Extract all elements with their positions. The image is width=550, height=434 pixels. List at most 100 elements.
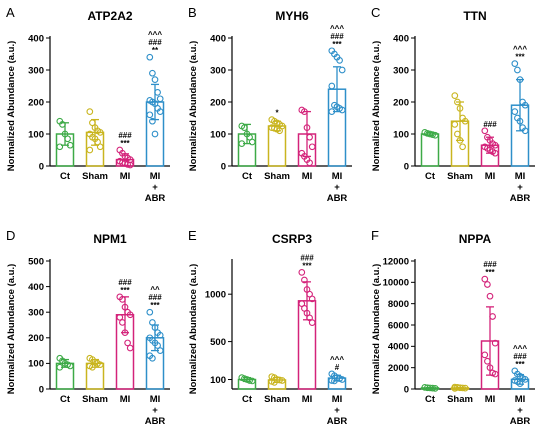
y-tick-label: 0 — [404, 384, 409, 395]
data-point — [301, 276, 308, 284]
data-point — [96, 361, 104, 369]
data-point — [89, 363, 96, 371]
data-point — [461, 117, 469, 125]
significance-label: ### — [118, 278, 132, 287]
data-point — [121, 329, 129, 337]
data-point — [116, 313, 124, 321]
x-tick-label: ABR — [327, 416, 348, 427]
data-point — [126, 344, 134, 352]
significance-label: ### — [148, 38, 162, 47]
y-tick-label: 12000 — [383, 256, 409, 267]
data-point — [486, 292, 494, 300]
panel-d: D NPM1 Normalized Abundance (a.u.) 0 100 200 3… — [6, 228, 170, 427]
data-point — [484, 357, 491, 365]
x-tick-label: + — [334, 405, 340, 416]
data-point — [491, 141, 499, 149]
data-point — [308, 295, 316, 303]
data-point — [96, 129, 104, 136]
x-tick-label: + — [517, 405, 523, 416]
x-tick-label: MI — [332, 394, 343, 405]
data-point — [241, 124, 248, 131]
significance-label: *** — [515, 360, 525, 369]
x-tick-label: MI — [120, 171, 131, 182]
data-point — [146, 111, 154, 119]
data-point — [149, 354, 156, 362]
data-point — [331, 377, 338, 385]
x-tick-label: ABR — [510, 416, 531, 427]
data-point — [146, 53, 154, 61]
significance-label: ^^^ — [148, 30, 162, 39]
significance-label: ** — [152, 46, 159, 55]
data-point — [121, 303, 129, 311]
data-point — [301, 108, 308, 115]
data-point — [308, 143, 316, 151]
data-point — [516, 380, 524, 388]
x-tick-label: MI — [150, 394, 161, 405]
y-tick-label: 100 — [210, 375, 226, 386]
data-point — [431, 131, 439, 139]
data-point — [276, 127, 283, 135]
panel-c: C TTN Normalized Abundance (a.u.) 0 100 200 30… — [371, 5, 535, 204]
y-tick-label: 2000 — [388, 363, 409, 374]
panel-letter: C — [371, 5, 380, 20]
y-axis-label: Normalized Abundance (a.u.) — [371, 41, 382, 172]
data-point — [126, 161, 134, 169]
x-tick-label: Sham — [82, 394, 108, 405]
x-tick-label: ABR — [327, 193, 348, 204]
y-tick-label: 100 — [210, 129, 226, 140]
bar — [420, 133, 440, 167]
significance-label: # — [335, 363, 340, 372]
x-tick-label: Sham — [264, 394, 290, 405]
data-point — [278, 377, 286, 384]
data-point — [328, 108, 336, 115]
data-point — [451, 121, 459, 128]
significance-label: *** — [515, 53, 525, 62]
significance-label: *** — [302, 261, 312, 270]
data-point — [66, 362, 74, 370]
data-point — [491, 339, 499, 347]
significance-label: ### — [300, 253, 314, 262]
data-point — [149, 319, 156, 326]
x-tick-label: MI — [150, 171, 161, 182]
data-point — [511, 60, 519, 67]
significance-label: ^^^ — [513, 45, 527, 54]
significance-label: ### — [513, 352, 527, 361]
data-point — [486, 364, 494, 372]
data-point — [154, 89, 161, 96]
y-tick-label: 6000 — [388, 320, 409, 331]
x-tick-label: MI — [515, 171, 526, 182]
panel-f: F NPPA Normalized Abundance (a.u.) 0 2000 400… — [371, 228, 535, 427]
panel-title: MYH6 — [275, 9, 309, 23]
data-point — [451, 92, 459, 99]
x-tick-label: MI — [332, 171, 343, 182]
data-point — [151, 130, 159, 138]
significance-label: ### — [483, 120, 497, 129]
y-tick-label: 1000 — [205, 289, 226, 300]
data-point — [156, 347, 164, 354]
panel-letter: D — [6, 228, 15, 243]
data-point — [96, 143, 104, 151]
data-point — [66, 141, 74, 149]
significance-label: ### — [483, 260, 497, 269]
data-point — [489, 313, 496, 320]
panel-title: NPM1 — [93, 232, 127, 246]
y-tick-label: 400 — [28, 282, 44, 293]
significance-label: *** — [120, 286, 130, 295]
y-tick-label: 100 — [28, 359, 44, 370]
data-point — [481, 275, 489, 283]
significance-label: ^^^ — [513, 344, 527, 353]
y-tick-label: 10000 — [383, 278, 409, 289]
x-tick-label: Ct — [242, 394, 253, 405]
significance-label: * — [275, 109, 279, 118]
panel-title: TTN — [463, 9, 486, 23]
data-point — [516, 76, 524, 83]
y-axis-label: Normalized Abundance (a.u.) — [371, 264, 382, 395]
x-tick-label: Ct — [242, 171, 253, 182]
y-axis-label: Normalized Abundance (a.u.) — [188, 264, 199, 395]
data-point — [429, 384, 436, 392]
data-point — [338, 376, 346, 383]
data-point — [484, 281, 491, 288]
x-tick-label: + — [334, 182, 340, 193]
x-tick-label: Ct — [60, 171, 71, 182]
data-point — [146, 308, 154, 316]
